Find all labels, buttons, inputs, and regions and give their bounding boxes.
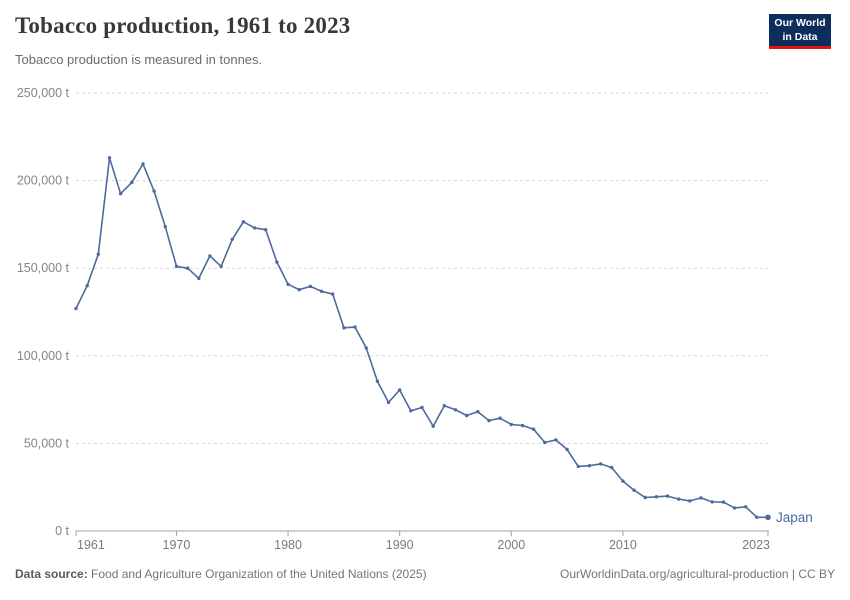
data-point [710,500,714,504]
data-point [252,226,257,230]
data-point [520,423,525,428]
y-axis-label: 250,000 t [17,86,70,100]
data-source-text: Food and Agriculture Organization of the… [87,567,427,581]
chart-footer: Data source: Food and Agriculture Organi… [15,567,835,581]
data-point [74,306,78,311]
data-point [420,405,424,410]
data-point [509,422,513,427]
data-point [755,515,759,519]
data-point [331,292,335,296]
data-point [543,440,547,445]
data-point [96,252,101,256]
x-axis-label: 1990 [386,538,414,552]
attribution-link[interactable]: OurWorldinData.org/agricultural-producti… [559,567,835,581]
data-point [699,496,703,500]
data-point [308,284,313,289]
data-point [342,326,346,330]
y-axis-label: 50,000 t [24,436,70,450]
data-point [565,447,569,452]
data-point [174,264,179,269]
data-point [185,266,190,270]
data-point [130,180,134,185]
x-axis-label: 2000 [497,538,525,552]
data-point [319,289,324,293]
x-axis-label: 2010 [609,538,637,552]
x-axis-label: 2023 [742,538,770,552]
data-point [85,284,89,288]
y-axis-label: 0 t [55,524,69,538]
data-point [554,438,558,442]
data-point [688,499,692,503]
data-point [621,479,625,483]
data-point [677,497,681,501]
data-point [476,410,480,414]
data-point [464,413,469,418]
owid-logo[interactable]: Our World in Data [769,14,831,50]
data-point [230,237,234,241]
y-axis-label: 100,000 t [17,349,70,363]
data-point [431,424,435,428]
data-point [163,225,167,229]
data-point [442,404,446,408]
data-point [531,427,536,431]
x-axis-label: 1980 [274,538,302,552]
data-point [375,379,380,383]
data-point [386,400,391,405]
data-point [409,409,413,413]
data-source-note: Data source: Food and Agriculture Organi… [15,567,427,581]
data-point [364,346,368,350]
data-point [398,388,402,392]
data-point [141,162,145,166]
chart-subtitle: Tobacco production is measured in tonnes… [15,52,263,67]
data-point [610,465,614,470]
data-point [197,276,201,281]
data-point [219,264,223,269]
data-point [665,494,670,498]
data-point [598,462,603,466]
data-line-japan [75,157,769,519]
data-point [632,488,636,492]
data-point [643,495,647,500]
data-point [353,325,357,329]
data-point [297,288,301,292]
data-point [654,495,659,499]
data-point [264,228,268,232]
x-axis-label: 1961 [77,538,105,552]
data-point [152,189,156,193]
data-point [286,282,290,286]
data-point [453,408,458,412]
data-point [208,254,212,258]
owid-logo-line1: Our World [774,17,826,29]
data-point [107,156,112,160]
y-axis-label: 150,000 t [17,261,70,275]
data-point [118,192,123,196]
x-axis-label: 1970 [163,538,191,552]
data-point [498,416,502,420]
page-title: Tobacco production, 1961 to 2023 [15,13,351,38]
data-point-end [765,514,771,521]
series-label-japan[interactable]: Japan [776,510,813,525]
owid-logo-line2: in Data [782,30,818,43]
data-point [487,418,491,423]
data-point [744,505,748,509]
data-source-label: Data source: [15,567,88,581]
data-point [576,464,580,469]
data-point [587,464,592,468]
data-point [241,220,246,224]
data-point [721,500,726,504]
data-point [732,506,737,510]
data-point [275,260,279,264]
y-axis-label: 200,000 t [17,174,70,188]
